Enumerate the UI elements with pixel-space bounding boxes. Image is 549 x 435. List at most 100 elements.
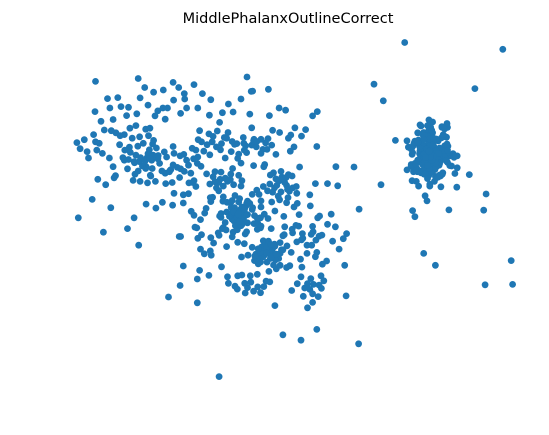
scatter-point bbox=[228, 197, 236, 204]
scatter-point bbox=[437, 183, 445, 191]
scatter-point bbox=[88, 196, 96, 203]
scatter-point bbox=[275, 104, 283, 112]
scatter-point bbox=[451, 170, 459, 177]
scatter-point bbox=[225, 279, 232, 287]
scatter-point bbox=[292, 183, 300, 190]
scatter-point bbox=[121, 146, 129, 154]
scatter-point bbox=[265, 85, 272, 93]
scatter-point bbox=[120, 131, 128, 139]
scatter-point bbox=[249, 87, 256, 95]
scatter-point bbox=[90, 131, 97, 139]
scatter-point bbox=[329, 237, 336, 245]
scatter-point bbox=[175, 233, 183, 240]
scatter-point bbox=[327, 210, 335, 218]
scatter-point bbox=[323, 257, 330, 265]
scatter-point bbox=[304, 280, 311, 288]
scatter-point bbox=[154, 155, 162, 163]
scatter-point bbox=[441, 125, 449, 133]
scatter-point bbox=[193, 224, 201, 232]
scatter-point bbox=[207, 234, 215, 242]
scatter-point bbox=[299, 230, 306, 238]
scatter-point bbox=[246, 272, 254, 280]
scatter-point bbox=[183, 104, 191, 112]
scatter-point bbox=[190, 81, 198, 88]
scatter-point bbox=[147, 172, 155, 180]
scatter-point bbox=[309, 112, 316, 120]
scatter-point bbox=[307, 275, 315, 282]
scatter-point bbox=[292, 222, 300, 229]
scatter-point bbox=[302, 126, 309, 133]
scatter-point bbox=[263, 258, 271, 266]
scatter-point bbox=[429, 141, 436, 149]
scatter-point bbox=[277, 188, 285, 196]
scatter-point bbox=[148, 165, 156, 172]
scatter-point bbox=[283, 199, 290, 207]
scatter-point bbox=[401, 39, 409, 46]
scatter-point bbox=[210, 239, 218, 247]
scatter-point bbox=[200, 147, 208, 155]
scatter-point bbox=[276, 196, 283, 204]
scatter-point bbox=[499, 45, 507, 53]
scatter-point bbox=[230, 181, 238, 189]
scatter-point bbox=[132, 151, 140, 159]
scatter-point bbox=[197, 216, 204, 224]
scatter-points bbox=[73, 39, 516, 380]
scatter-point bbox=[159, 198, 166, 206]
scatter-point bbox=[95, 139, 103, 147]
scatter-point bbox=[287, 249, 295, 256]
scatter-point bbox=[100, 126, 108, 134]
scatter-point bbox=[179, 199, 187, 207]
scatter-point bbox=[146, 124, 154, 132]
scatter-point bbox=[434, 173, 442, 181]
scatter-point bbox=[200, 250, 208, 258]
scatter-point bbox=[199, 90, 206, 97]
scatter-point bbox=[159, 104, 167, 112]
scatter-point bbox=[187, 169, 195, 177]
scatter-point bbox=[257, 150, 265, 157]
scatter-point bbox=[282, 106, 289, 114]
scatter-point bbox=[106, 154, 113, 162]
scatter-point bbox=[276, 261, 284, 269]
scatter-point bbox=[284, 186, 291, 193]
scatter-point bbox=[213, 127, 221, 135]
scatter-point bbox=[298, 132, 305, 140]
scatter-point bbox=[296, 163, 303, 171]
scatter-point bbox=[252, 143, 260, 151]
scatter-point bbox=[144, 179, 151, 187]
scatter-point bbox=[177, 110, 185, 117]
scatter-point bbox=[170, 96, 178, 104]
scatter-point bbox=[202, 205, 210, 212]
scatter-point bbox=[179, 262, 187, 270]
scatter-point bbox=[158, 167, 166, 175]
scatter-point bbox=[237, 159, 245, 167]
scatter-point bbox=[196, 267, 204, 274]
scatter-point bbox=[109, 163, 117, 171]
scatter-point bbox=[189, 179, 197, 186]
scatter-point bbox=[426, 182, 434, 190]
scatter-point bbox=[254, 245, 262, 253]
scatter-point bbox=[243, 73, 251, 81]
scatter-point bbox=[260, 210, 268, 218]
scatter-point bbox=[151, 112, 159, 120]
scatter-point bbox=[453, 183, 461, 191]
scatter-point bbox=[507, 257, 515, 264]
scatter-point bbox=[139, 139, 147, 147]
scatter-point bbox=[260, 283, 268, 290]
scatter-point bbox=[219, 182, 227, 190]
scatter-point bbox=[134, 142, 142, 150]
scatter-point bbox=[335, 245, 343, 253]
scatter-point bbox=[159, 86, 167, 94]
scatter-point bbox=[267, 253, 275, 261]
scatter-point bbox=[263, 249, 270, 257]
scatter-point bbox=[124, 165, 131, 173]
scatter-point bbox=[112, 129, 120, 137]
scatter-point bbox=[134, 75, 142, 82]
scatter-point bbox=[250, 162, 257, 170]
scatter-point bbox=[241, 279, 249, 287]
scatter-point bbox=[207, 251, 215, 259]
scatter-point bbox=[277, 168, 285, 175]
scatter-point bbox=[268, 141, 276, 149]
scatter-point bbox=[420, 135, 428, 143]
scatter-point bbox=[80, 136, 88, 144]
scatter-point bbox=[170, 189, 178, 197]
